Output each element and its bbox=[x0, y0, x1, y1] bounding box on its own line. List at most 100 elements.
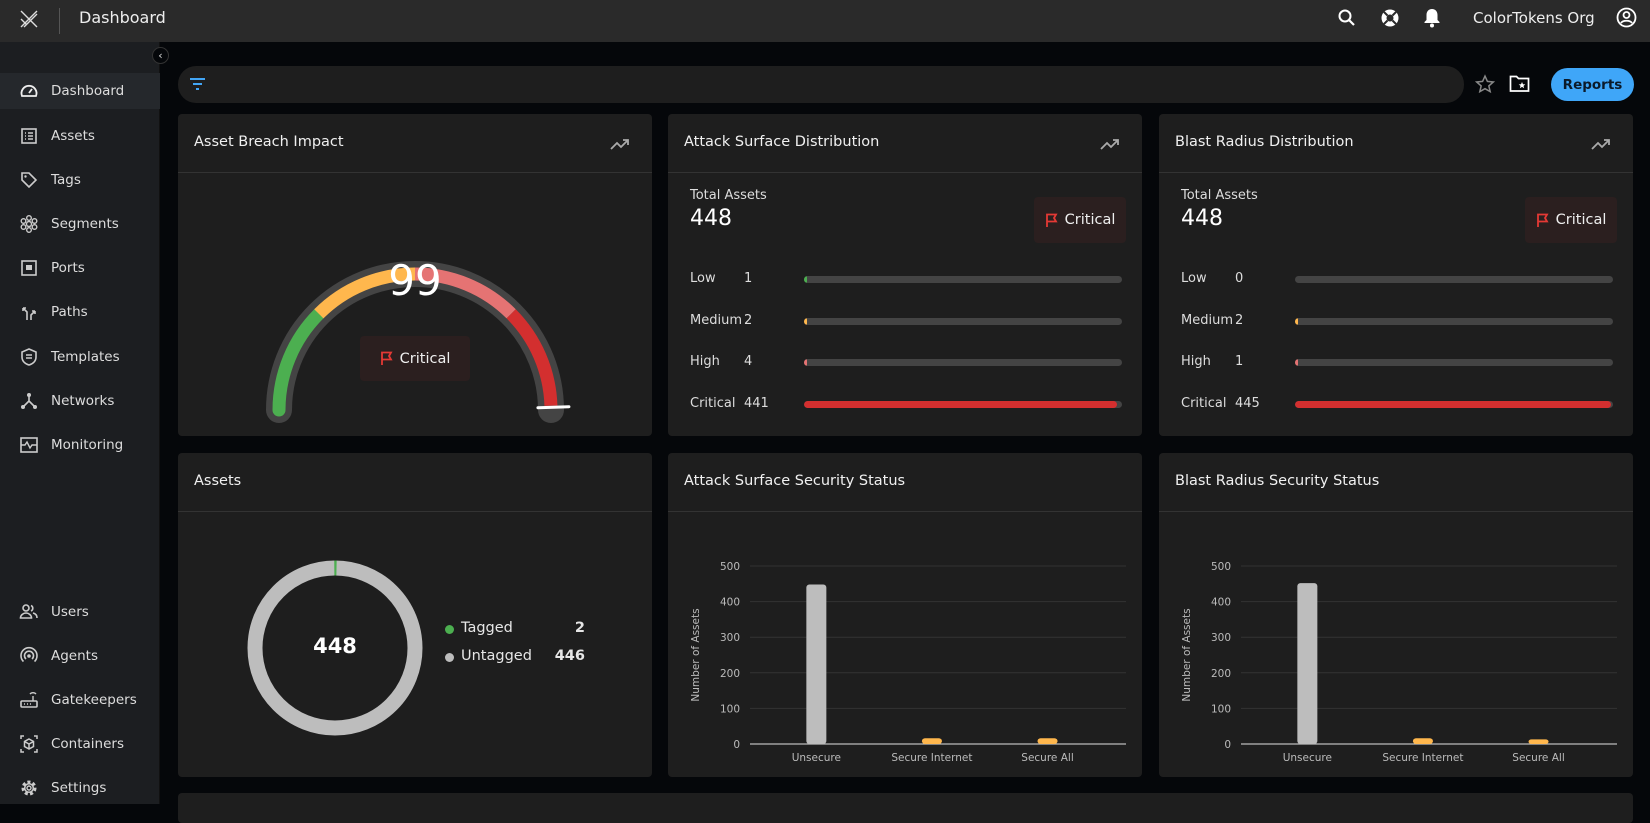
blast-radius-security-status-card: Blast Radius Security Status 0 100 200 300 4… bbox=[1159, 453, 1633, 777]
card-header: Asset Breach Impact bbox=[178, 114, 652, 173]
assets-donut bbox=[247, 560, 423, 736]
card-title: Attack Surface Distribution bbox=[684, 134, 880, 150]
y-tick-label: 300 bbox=[720, 632, 740, 644]
severity-bar-fill bbox=[804, 359, 807, 366]
y-axis-title: Number of Assets bbox=[1181, 608, 1193, 701]
divider bbox=[59, 8, 60, 34]
severity-badge: Critical bbox=[1034, 197, 1126, 243]
sidebar-item-settings[interactable]: Settings bbox=[0, 770, 160, 806]
total-assets-label: Total Assets bbox=[690, 188, 767, 203]
support-icon[interactable] bbox=[1380, 8, 1400, 28]
bar-secure-all[interactable] bbox=[1037, 738, 1058, 744]
star-icon[interactable] bbox=[1475, 74, 1495, 94]
card-title: Asset Breach Impact bbox=[194, 134, 344, 150]
attack-surface-distribution-card: Attack Surface Distribution Total Assets… bbox=[668, 114, 1142, 436]
sidebar-item-paths[interactable]: Paths bbox=[0, 294, 160, 330]
y-tick-label: 100 bbox=[720, 703, 740, 715]
bar-unsecure[interactable] bbox=[1297, 583, 1318, 744]
trend-icon[interactable] bbox=[1100, 134, 1120, 154]
x-tick-label: Unsecure bbox=[792, 752, 841, 764]
bar-secure-internet[interactable] bbox=[921, 738, 942, 744]
x-tick-label: Unsecure bbox=[1283, 752, 1332, 764]
network-icon bbox=[21, 393, 37, 409]
legend-item-untagged[interactable]: Untagged 446 bbox=[445, 648, 585, 676]
y-tick-label: 500 bbox=[720, 561, 740, 573]
saved-folder-icon[interactable] bbox=[1509, 74, 1530, 93]
card-title: Attack Surface Security Status bbox=[684, 473, 906, 489]
sidebar-item-users[interactable]: Users bbox=[0, 594, 160, 630]
x-tick-label: Secure All bbox=[1512, 752, 1564, 764]
gauge-needle bbox=[536, 405, 571, 410]
sidebar-item-ports[interactable]: Ports bbox=[0, 250, 160, 286]
legend-dot bbox=[445, 653, 454, 662]
y-tick-label: 400 bbox=[1211, 597, 1231, 609]
account-icon[interactable] bbox=[1616, 7, 1637, 28]
sidebar-item-templates[interactable]: Templates bbox=[0, 339, 160, 375]
sidebar-item-dashboard[interactable]: Dashboard bbox=[0, 73, 160, 109]
attack-surface-status-chart: 0 100 200 300 400 500 Number of Assets Unsecure… bbox=[690, 561, 1126, 764]
y-tick-label: 500 bbox=[1211, 561, 1231, 573]
filter-bar[interactable] bbox=[178, 66, 1464, 103]
severity-bar-track bbox=[1295, 276, 1613, 283]
monitor-icon bbox=[20, 437, 38, 453]
sidebar-item-tags[interactable]: Tags bbox=[0, 162, 160, 198]
logo-icon[interactable] bbox=[18, 8, 40, 30]
y-tick-label: 0 bbox=[733, 739, 740, 751]
sidebar-item-networks[interactable]: Networks bbox=[0, 383, 160, 419]
card-title: Blast Radius Security Status bbox=[1175, 473, 1380, 489]
donut-slice-tagged[interactable] bbox=[247, 560, 423, 736]
next-row-card bbox=[178, 793, 1633, 823]
bar-secure-internet[interactable] bbox=[1412, 738, 1433, 744]
breach-score: 99 bbox=[388, 256, 442, 305]
severity-badge: Critical bbox=[1525, 197, 1617, 243]
sidebar-item-agents[interactable]: Agents bbox=[0, 638, 160, 674]
x-tick-label: Secure All bbox=[1021, 752, 1073, 764]
breach-gauge bbox=[266, 261, 571, 423]
reports-button[interactable]: Reports bbox=[1551, 68, 1634, 101]
severity-bar-fill bbox=[804, 276, 807, 283]
sidebar-item-assets[interactable]: Assets bbox=[0, 118, 160, 154]
bar-unsecure[interactable] bbox=[806, 584, 827, 744]
collapse-sidebar-button[interactable]: ‹ bbox=[152, 47, 169, 64]
top-bar: Dashboard ColorTokens Org bbox=[0, 0, 1650, 42]
assets-total: 448 bbox=[313, 634, 357, 658]
assets-card: Assets 448 Tagged 2 Untagged 446 bbox=[178, 453, 652, 777]
severity-bar-fill bbox=[804, 317, 807, 325]
trend-icon[interactable] bbox=[1591, 134, 1611, 154]
gauge-segment bbox=[314, 267, 416, 319]
flag-icon bbox=[380, 351, 393, 365]
card-header: Blast Radius Security Status bbox=[1159, 453, 1633, 512]
org-name[interactable]: ColorTokens Org bbox=[1473, 9, 1595, 27]
container-icon bbox=[20, 735, 38, 753]
router-icon bbox=[20, 692, 38, 708]
trend-icon[interactable] bbox=[610, 134, 630, 154]
flag-icon bbox=[1045, 213, 1058, 227]
sidebar-item-gatekeepers[interactable]: Gatekeepers bbox=[0, 682, 160, 718]
search-icon[interactable] bbox=[1337, 8, 1357, 28]
blast-radius-distribution-card: Blast Radius Distribution Total Assets 4… bbox=[1159, 114, 1633, 436]
port-icon bbox=[21, 260, 37, 276]
gauge-segment bbox=[414, 267, 516, 319]
sidebar-item-containers[interactable]: Containers bbox=[0, 726, 160, 762]
legend-item-tagged[interactable]: Tagged 2 bbox=[445, 620, 585, 648]
chevron-left-icon: ‹ bbox=[158, 49, 163, 62]
y-tick-label: 200 bbox=[1211, 668, 1231, 680]
sidebar-item-segments[interactable]: Segments bbox=[0, 206, 160, 242]
y-axis-title: Number of Assets bbox=[690, 608, 702, 701]
filter-icon[interactable] bbox=[189, 77, 206, 91]
bell-icon[interactable] bbox=[1423, 7, 1441, 28]
asset-breach-impact-card: Asset Breach Impact 99 Critical bbox=[178, 114, 652, 436]
bar-secure-all[interactable] bbox=[1528, 739, 1549, 744]
severity-bar-track bbox=[804, 276, 1122, 283]
severity-bar-track bbox=[804, 359, 1122, 366]
y-tick-label: 400 bbox=[720, 597, 740, 609]
total-assets-value: 448 bbox=[1181, 206, 1223, 231]
agents-icon bbox=[20, 646, 38, 663]
x-tick-label: Secure Internet bbox=[1382, 752, 1463, 764]
sidebar-item-monitoring[interactable]: Monitoring bbox=[0, 427, 160, 463]
severity-bar-fill bbox=[1295, 400, 1611, 408]
y-tick-label: 100 bbox=[1211, 703, 1231, 715]
shield-icon bbox=[21, 348, 37, 366]
severity-bar-fill bbox=[1295, 317, 1298, 325]
card-header: Blast Radius Distribution bbox=[1159, 114, 1633, 173]
